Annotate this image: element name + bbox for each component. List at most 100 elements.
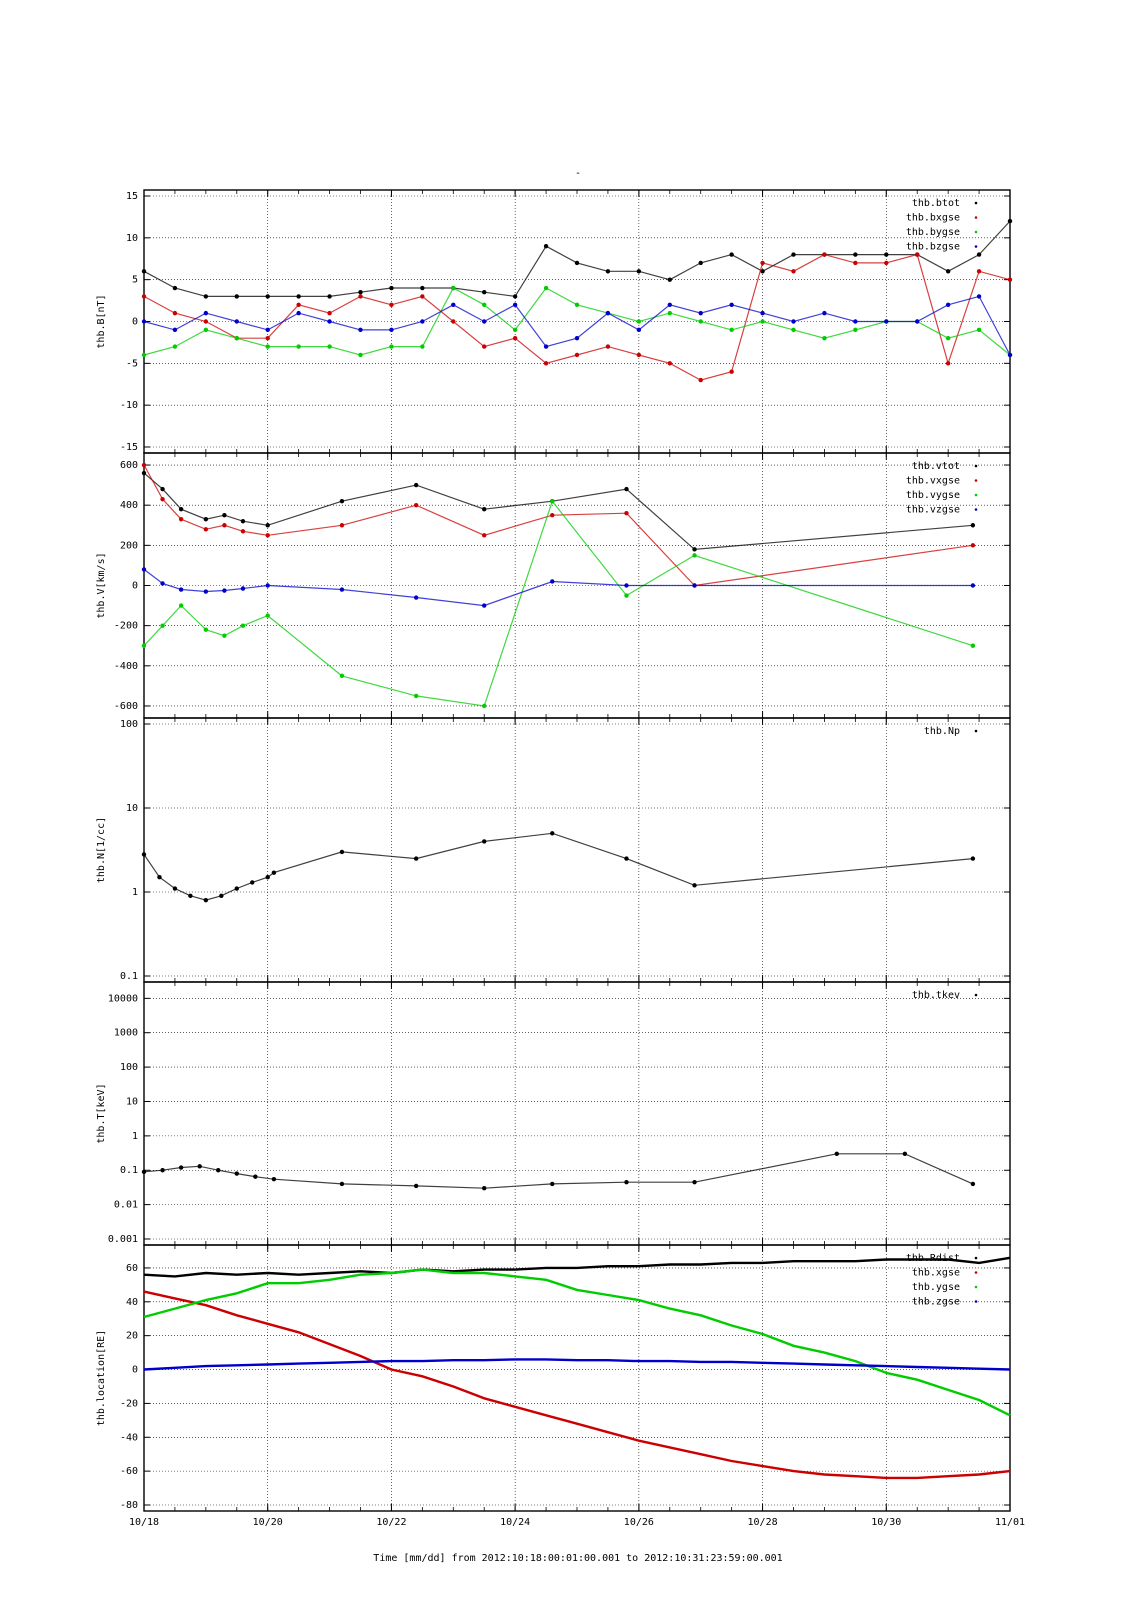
x-axis-label: Time [mm/dd] from 2012:10:18:00:01:00.00…: [373, 1553, 782, 1564]
y-tick-label: 1: [132, 1131, 138, 1142]
legend-marker: [974, 1300, 978, 1303]
x-tick-label: 11/01: [995, 1517, 1025, 1528]
data-point: [141, 294, 147, 299]
series-thb.bzgse: [141, 294, 1013, 358]
y-axis-label: thb.V[km/s]: [96, 552, 107, 618]
legend-marker: [974, 479, 978, 482]
series-trace: [143, 295, 1011, 356]
y-tick-label: 1: [132, 887, 138, 898]
legend-marker: [974, 245, 978, 248]
legend-marker: [974, 1285, 978, 1289]
legend-label: thb.vxgse: [906, 476, 960, 487]
panel-5: 60 40 20 0 -20 -40 -60 -80 thb.location[RE] thb.R…: [96, 1244, 1011, 1512]
series-thb.bygse: [141, 285, 1013, 358]
series-trace: [143, 472, 973, 551]
x-tick-label: 10/24: [500, 1517, 530, 1528]
series-thb.vygse: [141, 498, 976, 709]
x-tick-label: 10/26: [624, 1517, 654, 1528]
y-tick-label: -60: [120, 1466, 138, 1477]
series-thb.btot: [141, 218, 1013, 299]
panel-frame: [143, 717, 1011, 983]
y-axis-label: thb.location[RE]: [96, 1330, 107, 1426]
legend-label: thb.bygse: [906, 227, 960, 238]
y-axis-label: thb.T[keV]: [96, 1083, 107, 1143]
y-tick-label: 40: [126, 1297, 138, 1308]
panel-1: 15 10 5 0 -5 -10 -15 thb.B[nT] thb.btot thb.bxgse…: [96, 189, 1013, 454]
y-tick-label: 10: [126, 1096, 138, 1107]
legend-marker: [974, 729, 978, 733]
legend-marker: [974, 493, 978, 497]
series-trace: [143, 220, 1011, 298]
series-trace: [143, 832, 973, 901]
legend-label: thb.vtot: [912, 461, 960, 472]
y-tick-label: 0: [132, 581, 138, 592]
y-tick-label: 1000: [114, 1028, 138, 1039]
legend-marker: [974, 993, 978, 997]
series-line-thb.Rdist: [143, 1256, 1011, 1278]
x-tick-label: 10/18: [129, 1517, 159, 1528]
series-trace: [143, 499, 974, 707]
series-trace: [143, 1153, 974, 1189]
y-tick-label: 0.01: [114, 1200, 138, 1211]
legend-label: thb.tkev: [912, 990, 960, 1001]
legend-marker: [974, 230, 978, 234]
y-tick-label: 20: [126, 1331, 138, 1342]
panel-frame: [143, 981, 1011, 1246]
series-line-thb.xgse: [143, 1290, 1011, 1480]
series-thb.vtot: [141, 470, 976, 552]
y-tick-label: 10: [126, 803, 138, 814]
y-tick-label: -20: [120, 1398, 138, 1409]
y-tick-label: -400: [114, 661, 138, 672]
series-trace: [143, 568, 973, 607]
x-tick-label: 10/22: [376, 1517, 406, 1528]
legend-label: thb.btot: [912, 198, 960, 209]
y-axis-label: thb.N[1/cc]: [96, 817, 107, 883]
data-point: [141, 1169, 147, 1175]
y-tick-label: 60: [126, 1263, 138, 1274]
legend-label: thb.Np: [924, 726, 960, 737]
y-tick-label: -200: [114, 621, 138, 632]
series-thb.vzgse: [141, 567, 976, 608]
legend-label: thb.bxgse: [906, 213, 960, 224]
y-axis-label: thb.B[nT]: [96, 294, 107, 348]
y-tick-label: 0: [132, 1365, 138, 1376]
legend-marker: [974, 216, 978, 219]
y-tick-label: 0: [132, 317, 138, 328]
series-trace: [143, 253, 1011, 381]
y-tick-label: 600: [120, 460, 138, 471]
y-tick-label: -15: [120, 442, 138, 453]
legend-label: thb.zgse: [912, 1297, 960, 1308]
legend-label: thb.bzgse: [906, 242, 960, 253]
series-thb.bxgse: [141, 252, 1013, 383]
y-tick-label: 100: [120, 1062, 138, 1073]
series-thb.Np: [141, 831, 976, 903]
legend-label: thb.Rdist: [906, 1253, 960, 1264]
x-tick-label: 10/20: [253, 1517, 283, 1528]
y-tick-label: 0.1: [120, 971, 138, 982]
y-tick-label: 0.001: [108, 1234, 138, 1245]
series-trace: [143, 464, 973, 587]
legend-marker: [974, 201, 978, 205]
legend-marker: [974, 1256, 978, 1260]
series-line-thb.ygse: [143, 1268, 1011, 1417]
y-tick-label: 5: [132, 275, 138, 286]
panel-2: 600 400 200 0 -200 -400 -600 thb.V[km/s] thb.vto…: [96, 452, 1011, 719]
legend-label: thb.ygse: [912, 1282, 960, 1293]
y-tick-label: 10000: [108, 993, 138, 1004]
y-tick-label: 100: [120, 719, 138, 730]
y-tick-label: 10: [126, 233, 138, 244]
y-tick-label: 0.1: [120, 1165, 138, 1176]
legend-marker: [974, 464, 978, 468]
y-tick-label: -10: [120, 400, 138, 411]
x-tick-label: 10/28: [748, 1517, 778, 1528]
y-tick-label: -80: [120, 1500, 138, 1511]
legend-label: thb.xgse: [912, 1268, 960, 1279]
y-tick-label: 200: [120, 540, 138, 551]
y-tick-label: -5: [126, 358, 138, 369]
legend-label: thb.vygse: [906, 490, 960, 501]
chart-title: -: [575, 168, 581, 179]
y-tick-label: -40: [120, 1432, 138, 1443]
panel-3: 100 10 1 0.1 thb.N[1/cc] thb.Np: [96, 717, 1011, 983]
